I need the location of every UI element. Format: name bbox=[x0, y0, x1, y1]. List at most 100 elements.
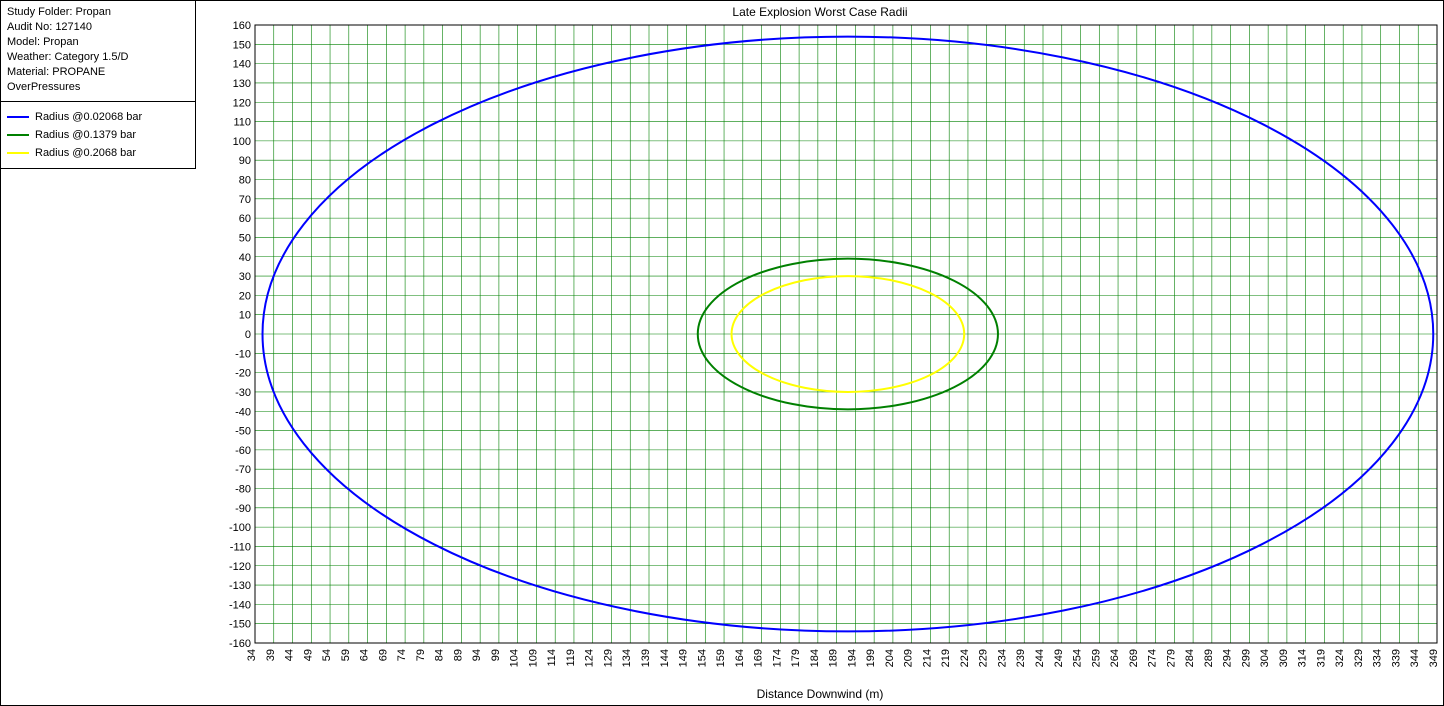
svg-text:259: 259 bbox=[1090, 649, 1102, 667]
svg-text:154: 154 bbox=[696, 649, 708, 667]
svg-text:-90: -90 bbox=[235, 503, 251, 515]
svg-text:150: 150 bbox=[233, 39, 251, 51]
svg-text:-70: -70 bbox=[235, 464, 251, 476]
svg-text:-140: -140 bbox=[229, 599, 251, 611]
svg-text:110: 110 bbox=[233, 117, 251, 129]
svg-text:-100: -100 bbox=[229, 522, 251, 534]
svg-text:60: 60 bbox=[239, 213, 251, 225]
svg-text:319: 319 bbox=[1315, 649, 1327, 667]
svg-text:140: 140 bbox=[233, 59, 251, 71]
svg-text:269: 269 bbox=[1128, 649, 1140, 667]
svg-text:20: 20 bbox=[239, 290, 251, 302]
svg-text:174: 174 bbox=[771, 649, 783, 667]
svg-text:204: 204 bbox=[884, 649, 896, 667]
svg-text:160: 160 bbox=[233, 20, 251, 32]
legend-swatch bbox=[7, 134, 29, 136]
svg-text:144: 144 bbox=[659, 649, 671, 667]
svg-text:264: 264 bbox=[1109, 649, 1121, 667]
svg-text:59: 59 bbox=[340, 649, 352, 661]
info-line: Weather: Category 1.5/D bbox=[7, 50, 189, 65]
svg-text:304: 304 bbox=[1259, 649, 1271, 667]
svg-text:349: 349 bbox=[1428, 649, 1440, 667]
svg-text:64: 64 bbox=[359, 649, 371, 661]
info-line: Audit No: 127140 bbox=[7, 20, 189, 35]
svg-text:284: 284 bbox=[1184, 649, 1196, 667]
info-line: Material: PROPANE bbox=[7, 65, 189, 80]
svg-text:74: 74 bbox=[396, 649, 408, 661]
svg-text:219: 219 bbox=[940, 649, 952, 667]
svg-text:249: 249 bbox=[1053, 649, 1065, 667]
study-info-box: Study Folder: Propan Audit No: 127140 Mo… bbox=[1, 1, 196, 102]
app-container: Study Folder: Propan Audit No: 127140 Mo… bbox=[0, 0, 1444, 706]
svg-text:309: 309 bbox=[1278, 649, 1290, 667]
svg-text:179: 179 bbox=[790, 649, 802, 667]
svg-text:80: 80 bbox=[239, 175, 251, 187]
svg-text:314: 314 bbox=[1297, 649, 1309, 667]
svg-text:100: 100 bbox=[233, 136, 251, 148]
svg-text:-50: -50 bbox=[235, 426, 251, 438]
svg-text:50: 50 bbox=[239, 232, 251, 244]
svg-text:-110: -110 bbox=[230, 541, 251, 553]
svg-text:-150: -150 bbox=[229, 619, 251, 631]
svg-text:169: 169 bbox=[753, 649, 765, 667]
plot-region: Late Explosion Worst Case Radii Distance… bbox=[197, 1, 1443, 705]
svg-text:339: 339 bbox=[1390, 649, 1402, 667]
svg-text:289: 289 bbox=[1203, 649, 1215, 667]
svg-text:94: 94 bbox=[471, 649, 483, 661]
legend-box: Radius @0.02068 barRadius @0.1379 barRad… bbox=[1, 102, 196, 169]
svg-text:294: 294 bbox=[1222, 649, 1234, 667]
svg-text:69: 69 bbox=[377, 649, 389, 661]
svg-text:34: 34 bbox=[246, 649, 258, 661]
svg-text:139: 139 bbox=[640, 649, 652, 667]
svg-text:99: 99 bbox=[490, 649, 502, 661]
svg-text:324: 324 bbox=[1334, 649, 1346, 667]
legend-swatch bbox=[7, 152, 29, 154]
svg-text:-130: -130 bbox=[229, 580, 251, 592]
svg-text:-80: -80 bbox=[235, 484, 251, 496]
side-panel: Study Folder: Propan Audit No: 127140 Mo… bbox=[1, 1, 196, 705]
svg-text:344: 344 bbox=[1409, 649, 1421, 667]
svg-text:214: 214 bbox=[921, 649, 933, 667]
svg-text:254: 254 bbox=[1072, 649, 1084, 667]
svg-text:90: 90 bbox=[239, 155, 251, 167]
svg-text:194: 194 bbox=[846, 649, 858, 667]
svg-text:84: 84 bbox=[434, 649, 446, 661]
svg-text:334: 334 bbox=[1372, 649, 1384, 667]
svg-text:134: 134 bbox=[621, 649, 633, 667]
svg-text:274: 274 bbox=[1147, 649, 1159, 667]
svg-text:329: 329 bbox=[1353, 649, 1365, 667]
svg-text:224: 224 bbox=[959, 649, 971, 667]
svg-text:49: 49 bbox=[302, 649, 314, 661]
svg-text:70: 70 bbox=[239, 194, 251, 206]
svg-text:-160: -160 bbox=[229, 638, 251, 650]
svg-text:124: 124 bbox=[584, 649, 596, 667]
svg-text:-120: -120 bbox=[229, 561, 251, 573]
legend-swatch bbox=[7, 116, 29, 118]
svg-text:-30: -30 bbox=[235, 387, 251, 399]
svg-text:159: 159 bbox=[715, 649, 727, 667]
svg-text:114: 114 bbox=[546, 649, 558, 667]
svg-text:149: 149 bbox=[678, 649, 690, 667]
svg-text:130: 130 bbox=[233, 78, 251, 90]
svg-text:10: 10 bbox=[239, 310, 251, 322]
svg-text:40: 40 bbox=[239, 252, 251, 264]
svg-text:229: 229 bbox=[978, 649, 990, 667]
svg-text:199: 199 bbox=[865, 649, 877, 667]
legend-item: Radius @0.1379 bar bbox=[7, 126, 189, 144]
legend-label: Radius @0.2068 bar bbox=[35, 147, 136, 159]
info-line: OverPressures bbox=[7, 80, 189, 95]
svg-text:-20: -20 bbox=[235, 368, 251, 380]
svg-text:129: 129 bbox=[602, 649, 614, 667]
svg-text:189: 189 bbox=[828, 649, 840, 667]
svg-text:239: 239 bbox=[1015, 649, 1027, 667]
svg-text:89: 89 bbox=[452, 649, 464, 661]
svg-text:209: 209 bbox=[903, 649, 915, 667]
svg-text:244: 244 bbox=[1034, 649, 1046, 667]
info-line: Model: Propan bbox=[7, 35, 189, 50]
svg-text:-60: -60 bbox=[235, 445, 251, 457]
svg-text:120: 120 bbox=[233, 97, 251, 109]
svg-text:164: 164 bbox=[734, 649, 746, 667]
svg-text:44: 44 bbox=[284, 649, 296, 661]
svg-text:119: 119 bbox=[565, 649, 577, 667]
legend-item: Radius @0.2068 bar bbox=[7, 144, 189, 162]
